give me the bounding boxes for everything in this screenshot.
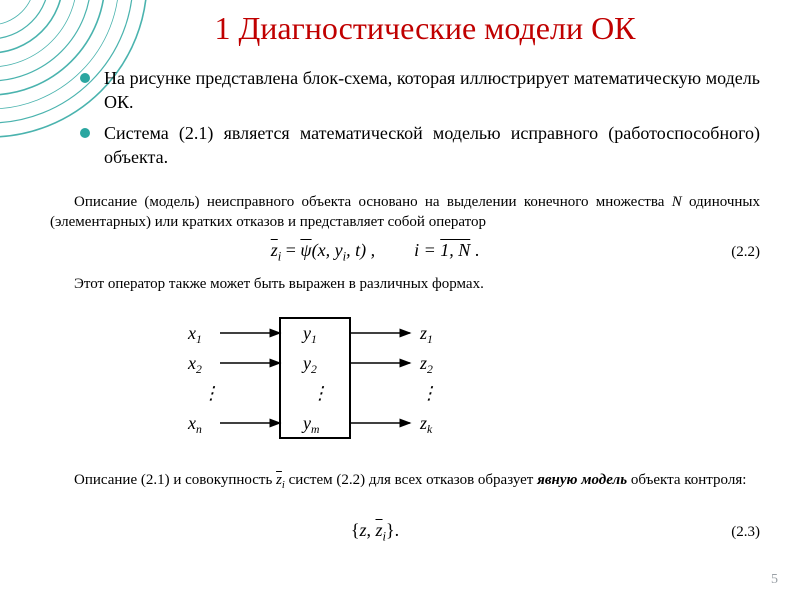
- description-paragraph-2: Этот оператор также может быть выражен в…: [50, 274, 760, 294]
- svg-text:y2: y2: [301, 353, 317, 376]
- block-diagram: x1y1z1x2y2z2⋮⋮⋮xnymzk: [140, 308, 500, 458]
- equation-number: (2.3): [700, 524, 760, 541]
- bullet-list: На рисунке представлена блок-схема, кото…: [80, 66, 760, 175]
- svg-text:x1: x1: [187, 323, 202, 346]
- equation-2-2: zi = ψ(x, yi, t) , i = 1, N . (2.2): [50, 240, 760, 265]
- svg-text:⋮: ⋮: [311, 383, 329, 403]
- equation-number: (2.2): [700, 244, 760, 261]
- svg-text:z1: z1: [419, 323, 433, 346]
- svg-text:⋮: ⋮: [202, 383, 220, 403]
- bullet-item: На рисунке представлена блок-схема, кото…: [80, 66, 760, 115]
- description-paragraph-1: Описание (модель) неисправного объекта о…: [50, 192, 760, 233]
- svg-text:z2: z2: [419, 353, 433, 376]
- slide-title: 1 Диагностические модели ОК: [80, 10, 770, 47]
- svg-text:zk: zk: [419, 413, 433, 436]
- svg-text:ym: ym: [301, 413, 319, 436]
- equation-2-3: {z, zi}. (2.3): [50, 520, 760, 545]
- description-paragraph-3: Описание (2.1) и совокупность zi систем …: [50, 470, 760, 493]
- bullet-item: Система (2.1) является математической мо…: [80, 121, 760, 170]
- svg-text:xn: xn: [187, 413, 202, 436]
- svg-text:y1: y1: [301, 323, 317, 346]
- svg-text:⋮: ⋮: [420, 383, 438, 403]
- page-number: 5: [771, 572, 778, 588]
- slide: 1 Диагностические модели ОК На рисунке п…: [0, 0, 800, 600]
- svg-text:x2: x2: [187, 353, 202, 376]
